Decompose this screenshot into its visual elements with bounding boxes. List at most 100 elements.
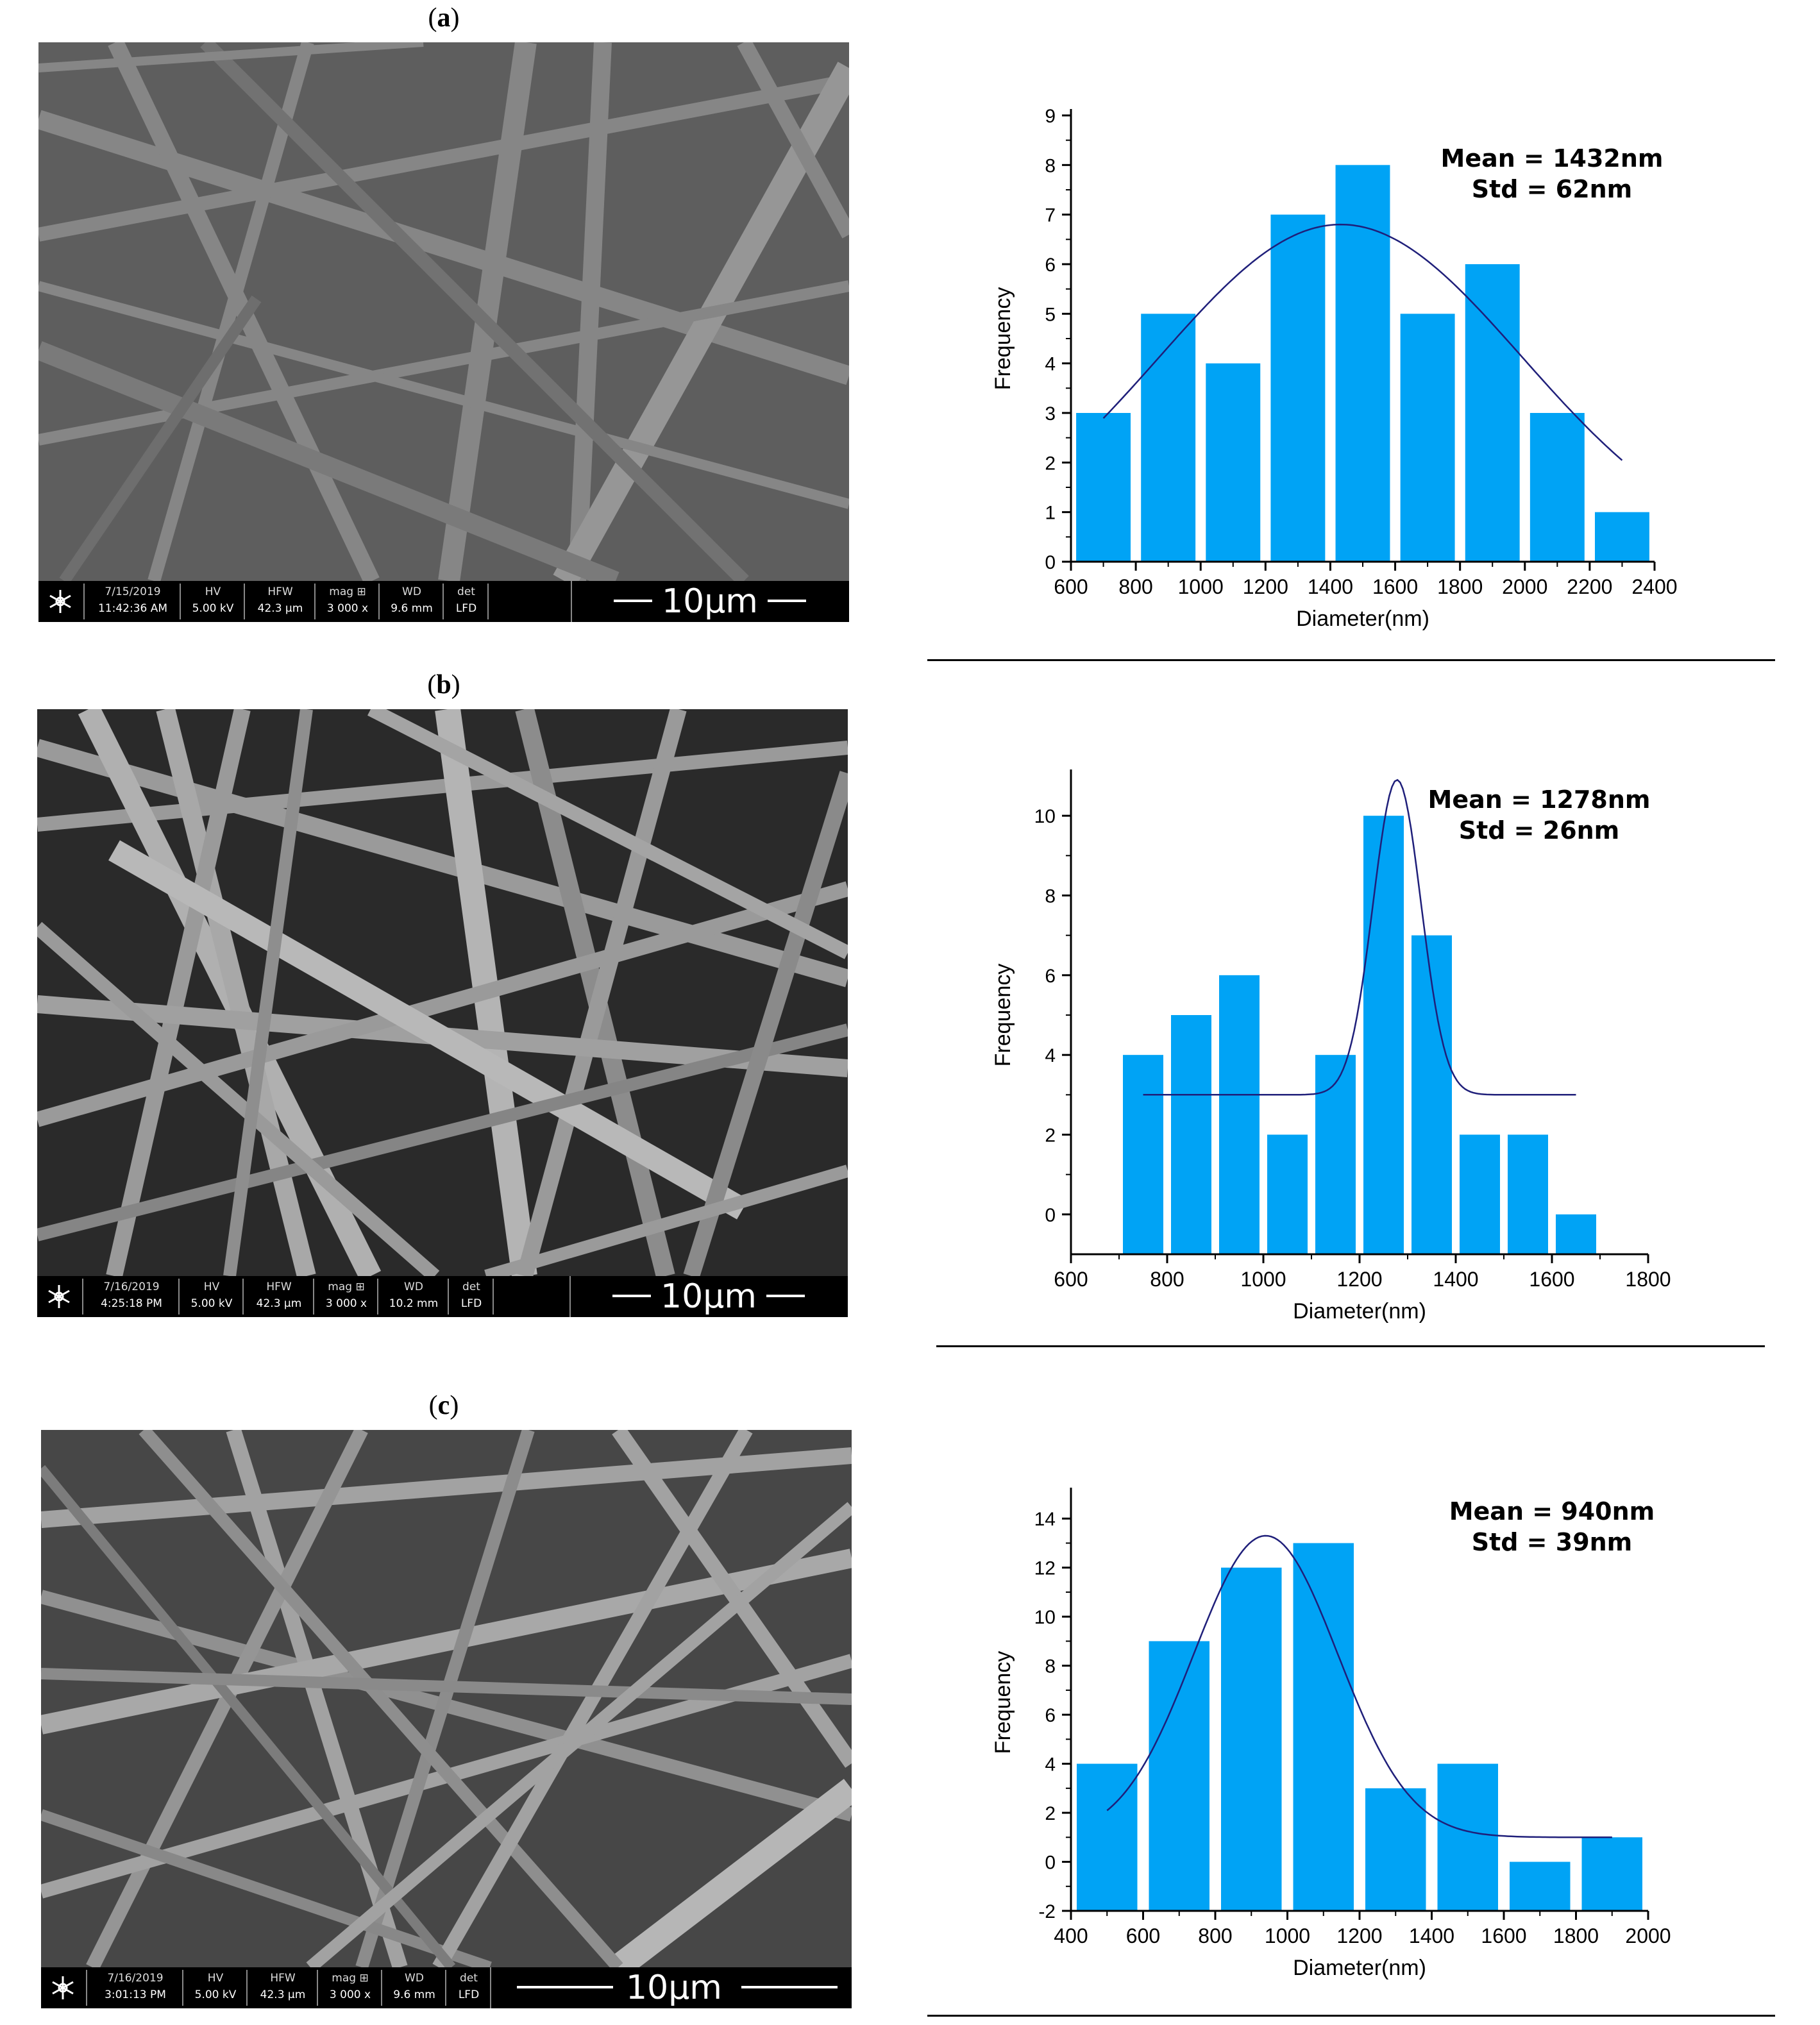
y-tick-label: 0 xyxy=(1045,552,1056,573)
y-tick-label: 0 xyxy=(1045,1853,1056,1874)
sem-micrograph-a xyxy=(38,42,849,581)
gaussian-fit-curve xyxy=(1102,223,1623,461)
sem-hv-label: HV xyxy=(203,1281,220,1293)
histogram-bar xyxy=(1123,1055,1163,1254)
x-tick-label: 400 xyxy=(1054,1924,1088,1947)
sem-wd-label: WD xyxy=(402,585,421,598)
y-axis-label: Frequency xyxy=(991,1651,1015,1754)
sem-det: LFD xyxy=(455,602,477,615)
sem-mag: 3 000 x xyxy=(326,602,369,615)
sem-micrograph-c xyxy=(41,1430,852,1967)
sem-micrograph-b xyxy=(37,709,848,1276)
x-tick-label: 1800 xyxy=(1437,575,1483,598)
sem-scale-bar: 10µm xyxy=(571,581,848,622)
histogram-bar xyxy=(1400,314,1455,562)
std-annotation: Std = 26nm xyxy=(1459,816,1620,844)
y-tick-label: 9 xyxy=(1045,106,1056,127)
y-tick-label: 8 xyxy=(1045,1656,1056,1677)
sem-det-label: det xyxy=(457,585,475,598)
y-axis-label: Frequency xyxy=(991,287,1015,391)
y-tick-label: 7 xyxy=(1045,205,1056,226)
sem-hv-label: HV xyxy=(207,1972,224,1985)
histogram-bar xyxy=(1529,413,1585,562)
sem-mag-label: mag ⊞ xyxy=(332,1972,369,1985)
y-tick-label: 12 xyxy=(1034,1558,1056,1579)
sem-wd: 10.2 mm xyxy=(389,1297,439,1310)
sem-hfw: 42.3 µm xyxy=(256,1297,302,1310)
std-annotation: Std = 62nm xyxy=(1472,175,1633,203)
y-tick-label: 10 xyxy=(1034,806,1056,827)
histogram-bar xyxy=(1267,1134,1308,1254)
y-tick-label: 5 xyxy=(1045,304,1056,325)
sem-mag-label: mag ⊞ xyxy=(328,1281,365,1293)
sem-hfw-label: HFW xyxy=(267,585,293,598)
sem-date: 7/16/2019 xyxy=(103,1281,160,1293)
x-tick-label: 2000 xyxy=(1502,575,1547,598)
y-tick-label: 6 xyxy=(1045,1705,1056,1726)
sem-wd: 9.6 mm xyxy=(393,1988,435,2001)
separator-b xyxy=(936,1345,1765,1347)
sem-hv-label: HV xyxy=(205,585,221,598)
histogram-chart-c: 400 600 800 1000 1200 1400 1600 1800 2000 -2 0 2 4 6 8… xyxy=(991,1488,1671,1980)
y-tick-label: 6 xyxy=(1045,966,1056,987)
x-tick-label: 800 xyxy=(1150,1268,1184,1291)
histogram-bar xyxy=(1219,975,1260,1254)
y-tick-label: 8 xyxy=(1045,886,1056,907)
histogram-bar xyxy=(1141,314,1196,562)
x-axis-label: Diameter(nm) xyxy=(1293,1299,1426,1323)
histogram-bar xyxy=(1365,1788,1426,1911)
fei-logo-icon xyxy=(52,1976,74,1999)
histogram-bar xyxy=(1581,1837,1642,1911)
x-tick-label: 1000 xyxy=(1265,1924,1310,1947)
sem-hv: 5.00 kV xyxy=(192,602,234,615)
sem-hv: 5.00 kV xyxy=(194,1988,237,2001)
y-tick-label: 4 xyxy=(1045,1045,1056,1066)
histogram-chart-a: 600 800 1000 1200 1400 1600 1800 2000 2200 2400 0 1… xyxy=(991,106,1678,631)
x-tick-label: 1400 xyxy=(1433,1268,1478,1291)
sem-date: 7/16/2019 xyxy=(107,1972,164,1985)
sem-hfw: 42.3 µm xyxy=(257,602,303,615)
histogram-bar xyxy=(1077,1763,1138,1911)
y-tick-label: 2 xyxy=(1045,1125,1056,1147)
histogram-bar xyxy=(1171,1015,1211,1254)
histogram-bar xyxy=(1594,512,1649,562)
histogram-bar xyxy=(1149,1641,1209,1911)
histogram-bar xyxy=(1206,363,1261,562)
y-tick-label: 4 xyxy=(1045,1754,1056,1776)
x-tick-label: 1400 xyxy=(1308,575,1353,598)
y-tick-label: -2 xyxy=(1038,1901,1056,1922)
x-tick-label: 2000 xyxy=(1625,1924,1671,1947)
mean-annotation: Mean = 940nm xyxy=(1449,1497,1655,1525)
y-tick-label: 1 xyxy=(1045,503,1056,524)
fei-logo-icon xyxy=(48,1285,70,1308)
sem-mag-label: mag ⊞ xyxy=(329,585,366,598)
sem-info-bar-a: 7/15/2019 11:42:36 AM HV 5.00 kV HFW 42.3 µ… xyxy=(38,581,849,622)
mean-annotation: Mean = 1278nm xyxy=(1428,786,1651,814)
x-tick-label: 1600 xyxy=(1481,1924,1526,1947)
x-tick-label: 1600 xyxy=(1529,1268,1574,1291)
panel-label-a: (a) xyxy=(428,3,460,33)
sem-wd: 9.6 mm xyxy=(391,602,433,615)
sem-mag: 3 000 x xyxy=(329,1988,371,2001)
y-tick-label: 6 xyxy=(1045,255,1056,276)
x-tick-label: 1800 xyxy=(1625,1268,1671,1291)
fei-logo-icon xyxy=(49,590,71,613)
sem-image-b: 7/16/2019 4:25:18 PM HV 5.00 kV HFW 42.3 µm… xyxy=(37,709,848,1317)
y-tick-label: 10 xyxy=(1034,1607,1056,1628)
sem-info-bar-b: 7/16/2019 4:25:18 PM HV 5.00 kV HFW 42.3 µm… xyxy=(37,1276,848,1317)
histogram-bar xyxy=(1363,816,1404,1254)
histogram-bar xyxy=(1437,1763,1498,1911)
sem-scale-label: 10µm xyxy=(661,1277,757,1316)
y-tick-label: 2 xyxy=(1045,453,1056,474)
y-tick-label: 8 xyxy=(1045,155,1056,176)
x-tick-label: 800 xyxy=(1198,1924,1232,1947)
histogram-bar xyxy=(1465,264,1520,562)
gaussian-fit-curve xyxy=(1106,1534,1612,1838)
x-tick-label: 600 xyxy=(1126,1924,1160,1947)
x-tick-label: 1200 xyxy=(1243,575,1288,598)
sem-time: 4:25:18 PM xyxy=(101,1297,162,1310)
sem-hfw-label: HFW xyxy=(270,1972,296,1985)
sem-hfw-label: HFW xyxy=(266,1281,292,1293)
separator-c xyxy=(927,2015,1775,2017)
sem-scale-bar: 10µm xyxy=(490,1967,853,2008)
